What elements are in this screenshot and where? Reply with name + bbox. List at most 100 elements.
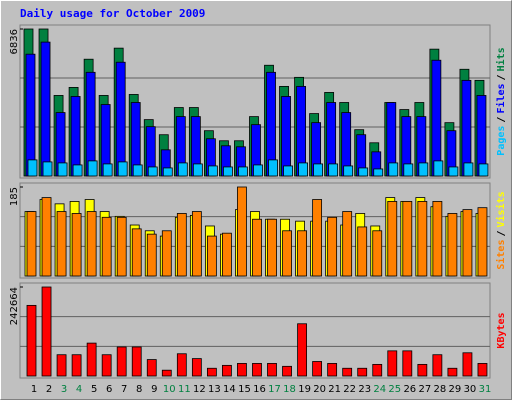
x-tick-label: 11 [178, 384, 191, 395]
bar [462, 352, 473, 377]
bar [206, 367, 217, 377]
bar [70, 96, 81, 177]
bar [312, 361, 323, 377]
bar [267, 218, 277, 277]
bar [282, 230, 292, 277]
bar [206, 235, 217, 277]
x-tick-label: 5 [91, 384, 97, 395]
x-tick-label: 16 [253, 384, 266, 395]
bar [328, 163, 339, 177]
legend-entry: Visits [495, 191, 507, 227]
bar [281, 96, 291, 177]
legend: KBytes [496, 312, 507, 348]
bar [268, 159, 278, 177]
bar [327, 216, 338, 277]
x-tick-label: 30 [464, 384, 477, 395]
legend-entry: Pages [496, 126, 507, 156]
bar [116, 216, 127, 277]
x-tick-label: 24 [373, 384, 386, 395]
x-tick-label: 28 [434, 384, 447, 395]
bar [191, 211, 202, 277]
bar [177, 162, 188, 177]
x-tick-label: 15 [238, 384, 251, 395]
bar [71, 213, 82, 277]
x-tick-label: 18 [283, 384, 296, 395]
x-tick-label: 25 [388, 384, 401, 395]
bar [297, 230, 307, 277]
bar [372, 230, 383, 277]
bar [313, 163, 324, 177]
bar [41, 197, 52, 277]
bar [26, 211, 37, 277]
bar [387, 201, 398, 277]
bar [117, 161, 128, 177]
bar [312, 199, 323, 277]
bar [101, 354, 112, 377]
x-tick-label: 3 [61, 384, 67, 395]
bar [42, 161, 53, 177]
x-tick-label: 7 [121, 384, 127, 395]
bar [131, 346, 142, 377]
bar [86, 211, 97, 277]
x-tick-label: 22 [343, 384, 356, 395]
bar [56, 211, 67, 277]
bar [342, 211, 353, 277]
x-tick-label: 8 [136, 384, 142, 395]
bar [462, 209, 473, 277]
x-tick-label: 20 [313, 384, 326, 395]
bar [86, 342, 97, 377]
bar [116, 346, 127, 377]
y-tick-label: 242664 [9, 287, 20, 325]
bar [418, 162, 429, 177]
bar [372, 363, 383, 377]
bar [267, 363, 277, 377]
bar [357, 367, 368, 377]
bar [27, 159, 38, 177]
legend-separator: / [496, 230, 507, 236]
bar [478, 163, 489, 177]
bar [388, 162, 399, 177]
bar [41, 286, 52, 377]
bar [85, 71, 96, 177]
bar [101, 216, 112, 277]
bar [132, 164, 143, 177]
bar [358, 167, 369, 177]
bar [71, 354, 82, 377]
x-tick-label: 17 [268, 384, 281, 395]
legend-entry: KBytes [496, 312, 507, 348]
bar [477, 207, 488, 277]
bar [87, 160, 98, 177]
x-tick-label: 6 [106, 384, 112, 395]
legend-separator: / [496, 117, 507, 123]
bar [447, 367, 458, 377]
bar [237, 363, 247, 377]
bar [207, 165, 218, 177]
bar [146, 359, 157, 377]
bar [282, 365, 292, 377]
legend-entry: Sites [495, 240, 507, 270]
x-tick-label: 21 [328, 384, 341, 395]
bar [56, 354, 67, 377]
legend-separator: / [496, 74, 507, 80]
bar [161, 230, 172, 277]
bar [102, 163, 113, 177]
bar [402, 201, 413, 277]
x-tick-label: 19 [298, 384, 311, 395]
bar [373, 168, 384, 177]
bar [191, 358, 202, 377]
x-tick-label: 26 [403, 384, 416, 395]
x-tick-label: 12 [193, 384, 206, 395]
bar [432, 201, 443, 277]
x-tick-label: 9 [151, 384, 157, 395]
bar [477, 363, 488, 377]
legend: Sites / Visits [495, 191, 507, 269]
bar [25, 53, 36, 177]
bar [222, 364, 232, 377]
bar [72, 164, 83, 177]
x-tick-label: 27 [418, 384, 431, 395]
bar [192, 163, 203, 177]
bar [252, 363, 262, 377]
x-tick-label: 10 [163, 384, 176, 395]
bar [40, 41, 51, 177]
bar [26, 304, 37, 377]
